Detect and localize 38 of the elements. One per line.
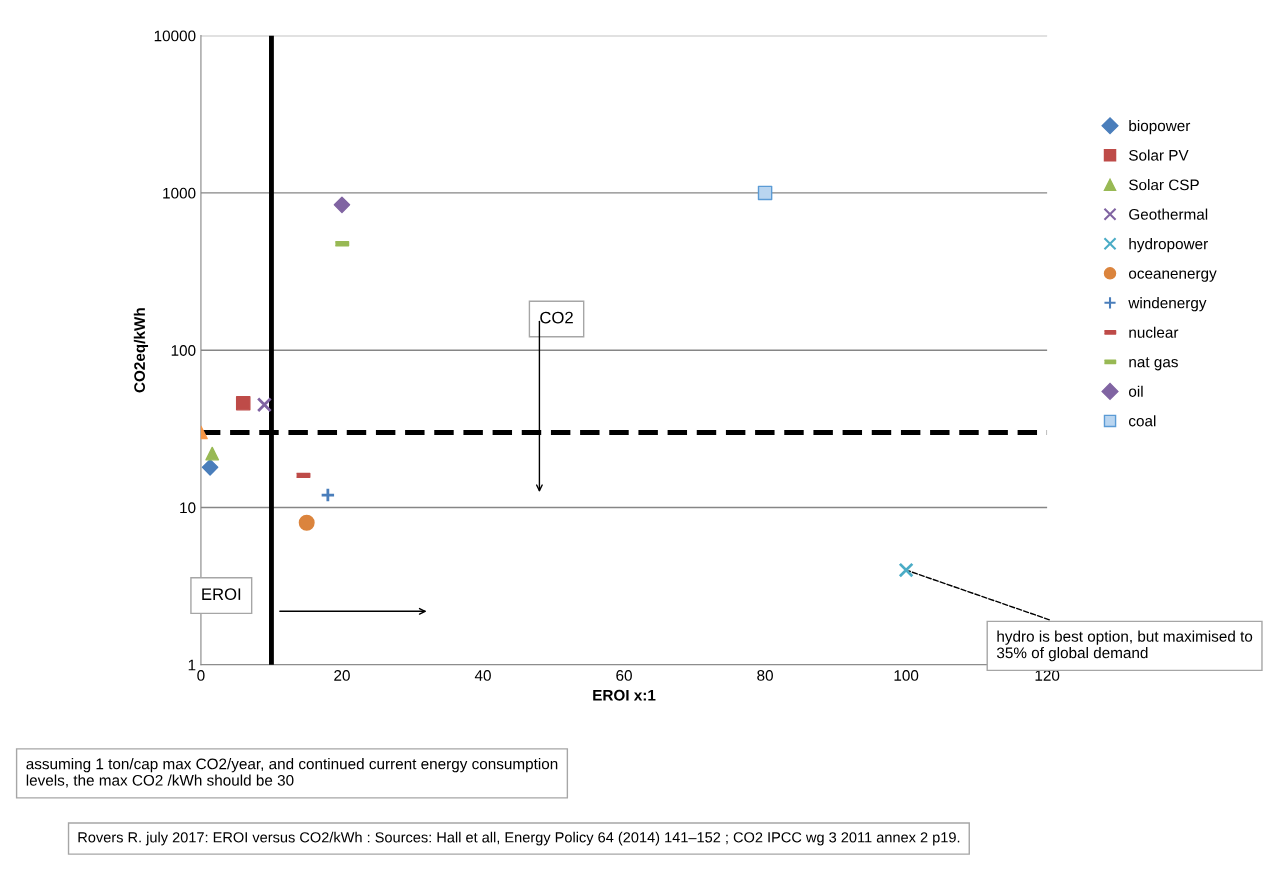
annotation: hydro is best option, but maximised to 35% of global demand	[996, 630, 1253, 662]
legend-label: Geothermal	[1129, 208, 1208, 220]
legend-label: windenergy	[1128, 297, 1207, 312]
point	[235, 395, 251, 411]
x-axis-title: EROI x:1	[593, 689, 656, 701]
y-tick-label: 100	[171, 345, 196, 356]
y-axis-title: CO2eq/kWh	[133, 308, 149, 393]
point	[757, 185, 773, 201]
legend-label: nat gas	[1129, 357, 1178, 371]
legend-label: Solar PV	[1129, 149, 1189, 161]
annotation: EROI	[202, 588, 241, 601]
point	[333, 196, 351, 214]
point	[256, 397, 272, 413]
x-tick-label: 0	[197, 670, 205, 681]
legend-label: nuclear	[1129, 326, 1179, 338]
x-tick-label: 80	[757, 670, 773, 681]
text: assuming 1 ton/cap max CO2/year, and continued current energy consumption levels, the max CO2 /kWh should be 30	[26, 758, 558, 788]
text: Rovers R. july 2017: EROI versus CO2/kWh : Sources: Hall et all, Energy Policy 64 (2014) 141–152 ; CO2 IPCC wg 3 2011 annex 2 p19.	[78, 831, 960, 846]
legend-label: oceanenergy	[1129, 270, 1217, 282]
x-tick-label: 60	[616, 670, 632, 681]
y-tick-label: 1000	[163, 187, 196, 199]
y-tick-label: 1	[188, 659, 196, 671]
y-tick-label: 10000	[154, 30, 196, 42]
annotation: CO2	[540, 311, 573, 324]
legend-label: biopower	[1129, 119, 1191, 135]
point	[201, 459, 219, 476]
point	[298, 514, 315, 531]
x-tick-label: 100	[894, 670, 919, 681]
legend-label: Solar CSP	[1129, 179, 1199, 191]
legend-label: hydropower	[1129, 238, 1208, 253]
point	[205, 446, 220, 461]
point	[320, 487, 336, 503]
point	[898, 562, 914, 578]
y-tick-label: 10	[180, 502, 196, 514]
legend-label: oil	[1129, 385, 1143, 397]
legend-label: coal	[1129, 415, 1156, 427]
x-tick-label: 20	[334, 670, 350, 681]
x-tick-label: 40	[474, 670, 491, 681]
